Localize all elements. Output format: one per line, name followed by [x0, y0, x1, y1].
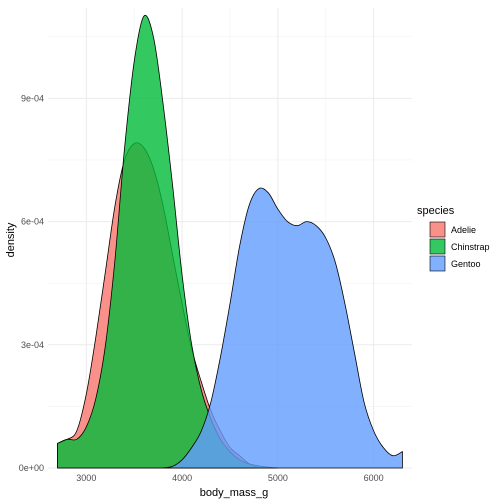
- legend: species Adelie Chinstrap Gentoo: [417, 205, 490, 272]
- axes: 3000 4000 5000 6000 0e+00 3e-04 6e-04 9e-04: [19, 93, 384, 483]
- x-tick-label: 6000: [364, 473, 384, 483]
- x-tick-label: 4000: [172, 473, 192, 483]
- y-tick-label: 0e+00: [19, 463, 44, 473]
- y-tick-label: 6e-04: [21, 217, 44, 227]
- legend-items: Adelie Chinstrap Gentoo: [429, 221, 490, 272]
- density-areas: [57, 14, 403, 469]
- legend-key-gentoo: [429, 255, 446, 272]
- x-tick-label: 5000: [268, 473, 288, 483]
- x-axis-title: body_mass_g: [200, 487, 269, 499]
- legend-title: species: [417, 205, 455, 217]
- legend-label-chinstrap: Chinstrap: [451, 242, 490, 252]
- legend-label-adelie: Adelie: [451, 225, 476, 235]
- density-area-gentoo: [162, 187, 403, 469]
- y-tick-label: 3e-04: [21, 340, 44, 350]
- legend-key-adelie: [429, 221, 446, 238]
- legend-key-chinstrap: [429, 238, 446, 255]
- x-tick-label: 3000: [76, 473, 96, 483]
- y-tick-label: 9e-04: [21, 93, 44, 103]
- y-axis-title: density: [5, 222, 17, 257]
- legend-label-gentoo: Gentoo: [451, 259, 481, 269]
